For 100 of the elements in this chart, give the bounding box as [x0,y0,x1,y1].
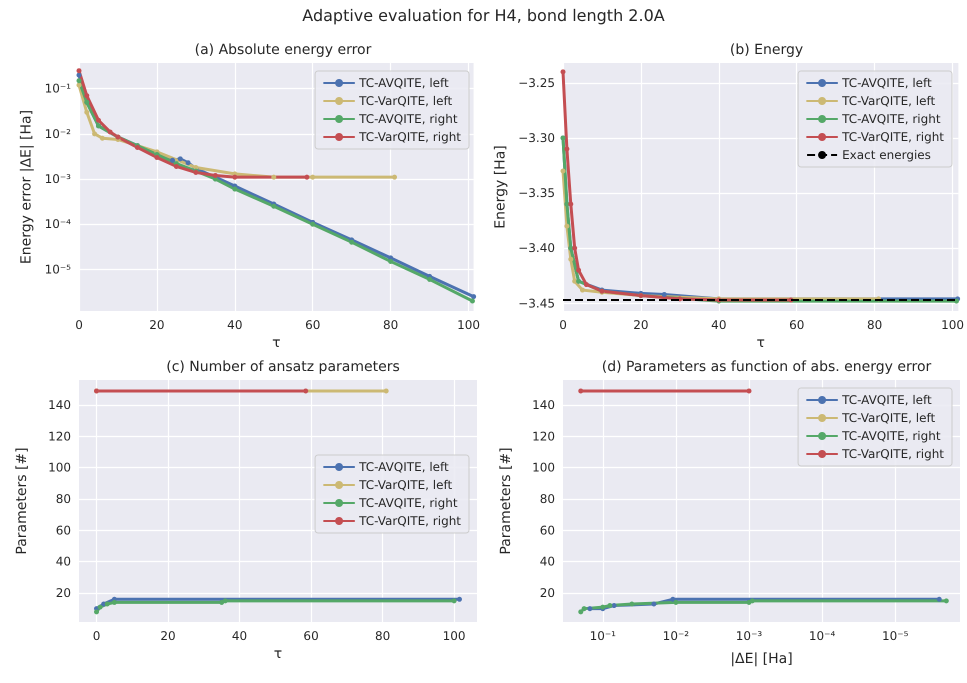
point [76,68,82,74]
x-tick-label: 20 [149,318,165,332]
text: Adaptive evaluation for H4, bond length 2.0A [301,6,666,25]
y-tick-label: 40 [540,554,555,569]
y-tick-label: 80 [540,492,555,506]
x-tick-label: 100 [941,318,964,332]
point [584,282,589,288]
x-tick-label: 0 [75,318,83,332]
legend-label: TC-AVQITE, left [358,460,450,474]
point [98,604,103,610]
y-tick-label: 80 [56,492,71,506]
x-tick-label: 60 [303,629,319,643]
x-axis-title: τ [756,335,765,351]
point [303,388,308,394]
y-tick-label: 100 [48,460,71,475]
legend-label: TC-VarQITE, right [841,447,944,461]
y-tick-label: 10⁻³ [44,172,72,186]
legend-label: TC-VarQITE, left [841,411,936,425]
point [112,600,117,605]
point [384,388,389,394]
y-tick-label: 140 [48,398,71,412]
legend-label: TC-AVQITE, right [841,112,941,126]
legend-label: TC-VarQITE, right [358,514,462,528]
x-tick-label: 10⁻³ [736,629,762,643]
x-tick-label: 40 [711,318,726,332]
x-axis-title: τ [272,335,281,351]
point [232,186,238,192]
point [222,598,228,604]
y-tick-label: 20 [56,586,71,600]
y-tick-label: 10⁻¹ [44,82,72,96]
x-tick-label: 0 [559,318,567,332]
y-tick-label: −3.45 [518,296,555,310]
x-tick-label: 20 [160,629,176,643]
point [76,78,82,84]
y-tick-label: 60 [56,523,71,538]
legend-label: Exact energies [842,148,931,162]
legend-label: TC-AVQITE, left [841,393,932,407]
x-tick-label: 10⁻² [662,629,690,643]
point [564,224,570,229]
y-axis-title: Energy [Ha] [492,145,508,229]
legend-label: TC-VarQITE, left [358,94,453,108]
x-tick-label: 10⁻¹ [590,629,616,643]
point [186,160,191,166]
point [572,246,578,251]
point [349,240,354,245]
chart-title: (c) Number of ansatz parameters [166,359,400,375]
point [568,256,574,262]
x-axis-title: τ [274,646,282,662]
point [271,174,276,180]
x-tick-label: 20 [633,318,649,332]
point [84,110,90,115]
chart-title: (d) Parameters as function of abs. energy error [602,359,932,375]
point [576,268,582,273]
y-tick-label: −3.40 [518,241,555,256]
legend-label: TC-AVQITE, left [358,76,450,90]
point [560,69,566,74]
x-tick-label: 60 [305,318,320,332]
point [452,598,457,604]
point [174,164,179,169]
y-axis-title: Energy error |ΔE| [Ha] [18,110,35,264]
point [104,601,110,606]
y-tick-label: 20 [540,586,555,600]
point [310,174,316,180]
point [568,202,574,207]
chart-title: (a) Absolute energy error [194,42,372,58]
point [96,118,101,123]
x-tick-label: 80 [867,318,882,332]
x-tick-label: 40 [232,629,248,643]
x-tick-label: 40 [227,318,242,332]
point [456,596,462,602]
point [271,204,276,209]
x-tick-label: 80 [374,629,390,643]
point [94,609,100,614]
y-tick-label: 140 [532,398,555,412]
point [170,158,175,163]
point [662,292,667,297]
y-tick-label: −3.30 [518,130,555,145]
point [471,294,476,300]
point [76,82,82,88]
point [427,276,432,282]
legend-label: TC-AVQITE, right [358,496,458,510]
y-tick-label: 120 [48,429,71,444]
x-tick-label: 100 [442,629,466,643]
point [154,154,160,160]
x-tick-label: 80 [383,318,398,332]
y-tick-label: 120 [532,429,555,444]
point [580,288,585,293]
point [108,129,113,134]
point [564,146,570,152]
y-tick-label: 40 [56,554,71,569]
point [388,258,394,264]
legend-label: TC-AVQITE, left [841,76,932,90]
point [100,136,105,141]
point [219,600,224,605]
x-tick-label: 10⁻⁴ [808,629,836,643]
y-axis-title: Parameters [#] [14,447,30,555]
x-tick-label: 0 [92,629,100,643]
y-tick-label: −3.35 [518,186,555,200]
point [470,298,475,304]
y-tick-label: 10⁻⁵ [44,262,72,276]
